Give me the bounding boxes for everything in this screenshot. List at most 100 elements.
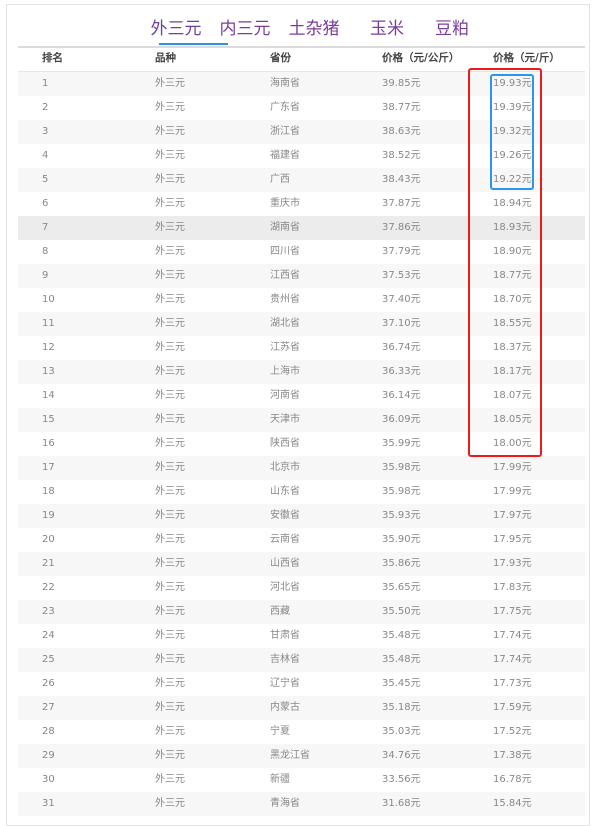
header-variety: 品种 [155, 52, 176, 64]
tab-yumi[interactable]: 玉米 [370, 19, 404, 39]
cell-rank: 7 [42, 222, 49, 233]
header-province: 省份 [270, 52, 291, 64]
header-price-jin: 价格（元/斤） [493, 52, 560, 64]
cell-price-jin: 19.93元 [493, 78, 532, 89]
cell-price-jin: 17.97元 [493, 510, 532, 521]
cell-price-kg: 37.79元 [382, 246, 421, 257]
tab-doupo[interactable]: 豆粕 [435, 19, 469, 39]
cell-rank: 14 [42, 390, 55, 401]
cell-price-jin: 18.77元 [493, 270, 532, 281]
cell-rank: 23 [42, 606, 55, 617]
tab-neisanyuan[interactable]: 内三元 [219, 19, 271, 39]
cell-price-kg: 38.52元 [382, 150, 421, 161]
cell-rank: 29 [42, 750, 55, 761]
cell-province: 湖北省 [270, 318, 300, 329]
cell-price-jin: 17.99元 [493, 486, 532, 497]
cell-province: 甘肃省 [270, 630, 300, 641]
cell-province: 湖南省 [270, 222, 300, 233]
cell-variety: 外三元 [155, 174, 185, 185]
cell-variety: 外三元 [155, 78, 185, 89]
cell-variety: 外三元 [155, 198, 185, 209]
table-row: 12 外三元 江苏省 36.74元 18.37元 [18, 336, 585, 360]
cell-price-jin: 17.83元 [493, 582, 532, 593]
cell-rank: 13 [42, 366, 55, 377]
header-price-kg: 价格（元/公斤） [382, 52, 460, 64]
header-rank: 排名 [42, 52, 63, 64]
cell-province: 黑龙江省 [270, 750, 310, 761]
cell-price-jin: 17.74元 [493, 630, 532, 641]
table-row: 14 外三元 河南省 36.14元 18.07元 [18, 384, 585, 408]
cell-price-jin: 16.78元 [493, 774, 532, 785]
cell-price-kg: 31.68元 [382, 798, 421, 809]
cell-variety: 外三元 [155, 606, 185, 617]
cell-province: 海南省 [270, 78, 300, 89]
cell-province: 四川省 [270, 246, 300, 257]
cell-rank: 27 [42, 702, 55, 713]
table-row: 17 外三元 北京市 35.98元 17.99元 [18, 456, 585, 480]
cell-province: 河北省 [270, 582, 300, 593]
cell-price-kg: 36.74元 [382, 342, 421, 353]
cell-rank: 20 [42, 534, 55, 545]
cell-price-kg: 36.14元 [382, 390, 421, 401]
cell-variety: 外三元 [155, 678, 185, 689]
cell-price-jin: 18.93元 [493, 222, 532, 233]
cell-variety: 外三元 [155, 798, 185, 809]
cell-price-jin: 17.59元 [493, 702, 532, 713]
cell-price-jin: 19.26元 [493, 150, 532, 161]
cell-price-jin: 18.00元 [493, 438, 532, 449]
cell-price-kg: 38.43元 [382, 174, 421, 185]
cell-variety: 外三元 [155, 414, 185, 425]
cell-province: 内蒙古 [270, 702, 300, 713]
cell-price-jin: 18.90元 [493, 246, 532, 257]
table-row: 8 外三元 四川省 37.79元 18.90元 [18, 240, 585, 264]
cell-variety: 外三元 [155, 534, 185, 545]
cell-rank: 25 [42, 654, 55, 665]
cell-price-kg: 35.98元 [382, 462, 421, 473]
cell-province: 江苏省 [270, 342, 300, 353]
cell-variety: 外三元 [155, 126, 185, 137]
active-tab-indicator [159, 43, 228, 45]
cell-price-jin: 17.95元 [493, 534, 532, 545]
tab-bar: 外三元 内三元 土杂猪 玉米 豆粕 [18, 12, 585, 48]
cell-province: 福建省 [270, 150, 300, 161]
cell-province: 北京市 [270, 462, 300, 473]
tab-waisanyuan[interactable]: 外三元 [150, 19, 202, 39]
cell-price-kg: 35.50元 [382, 606, 421, 617]
cell-variety: 外三元 [155, 462, 185, 473]
cell-variety: 外三元 [155, 726, 185, 737]
cell-rank: 24 [42, 630, 55, 641]
cell-variety: 外三元 [155, 654, 185, 665]
cell-variety: 外三元 [155, 390, 185, 401]
cell-price-jin: 18.70元 [493, 294, 532, 305]
table-row: 26 外三元 辽宁省 35.45元 17.73元 [18, 672, 585, 696]
table-row: 11 外三元 湖北省 37.10元 18.55元 [18, 312, 585, 336]
cell-price-jin: 15.84元 [493, 798, 532, 809]
tab-tuzazhu[interactable]: 土杂猪 [288, 19, 340, 39]
table-row: 24 外三元 甘肃省 35.48元 17.74元 [18, 624, 585, 648]
cell-rank: 11 [42, 318, 55, 329]
table-row: 21 外三元 山西省 35.86元 17.93元 [18, 552, 585, 576]
cell-price-jin: 18.17元 [493, 366, 532, 377]
table-row: 18 外三元 山东省 35.98元 17.99元 [18, 480, 585, 504]
cell-rank: 12 [42, 342, 55, 353]
cell-price-kg: 35.45元 [382, 678, 421, 689]
cell-price-jin: 17.93元 [493, 558, 532, 569]
table-row: 20 外三元 云南省 35.90元 17.95元 [18, 528, 585, 552]
table-row: 16 外三元 陕西省 35.99元 18.00元 [18, 432, 585, 456]
cell-price-kg: 35.03元 [382, 726, 421, 737]
cell-province: 宁夏 [270, 726, 290, 737]
cell-price-kg: 37.10元 [382, 318, 421, 329]
cell-rank: 19 [42, 510, 55, 521]
cell-price-jin: 17.99元 [493, 462, 532, 473]
cell-price-jin: 19.32元 [493, 126, 532, 137]
cell-price-kg: 33.56元 [382, 774, 421, 785]
cell-province: 江西省 [270, 270, 300, 281]
cell-price-jin: 17.74元 [493, 654, 532, 665]
table-header: 排名 品种 省份 价格（元/公斤） 价格（元/斤） [18, 48, 585, 72]
cell-rank: 8 [42, 246, 49, 257]
cell-variety: 外三元 [155, 366, 185, 377]
cell-rank: 16 [42, 438, 55, 449]
cell-province: 安徽省 [270, 510, 300, 521]
cell-rank: 26 [42, 678, 55, 689]
table-row: 6 外三元 重庆市 37.87元 18.94元 [18, 192, 585, 216]
